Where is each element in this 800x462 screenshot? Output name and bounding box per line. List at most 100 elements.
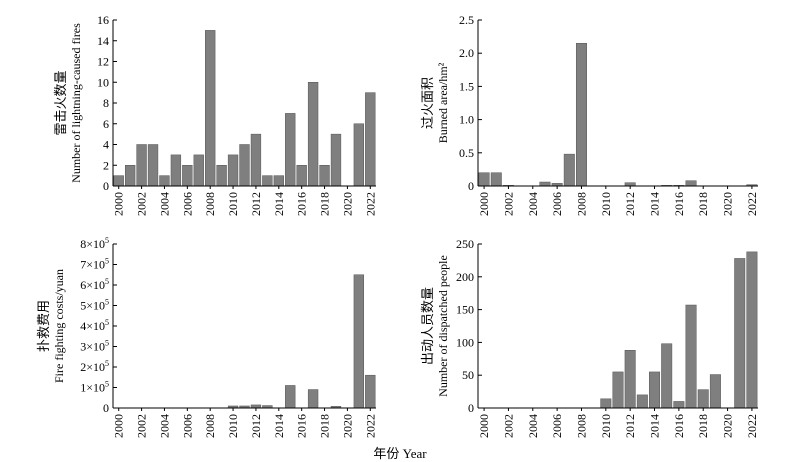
y-tick-label: 1.5 <box>459 79 474 93</box>
x-tick-label: 2012 <box>623 414 637 438</box>
bar-2007 <box>193 154 204 187</box>
x-tick-label: 2008 <box>203 192 217 216</box>
y-tick-label: 8 <box>103 96 109 110</box>
bar-2013 <box>636 394 648 409</box>
bar-2010 <box>227 154 239 187</box>
bar-2005 <box>539 181 551 187</box>
bar-2018 <box>697 389 709 409</box>
y-tick-label: 14 <box>97 34 109 48</box>
x-tick-label: 2006 <box>180 192 194 216</box>
x-tick-label: 2022 <box>745 192 759 216</box>
x-tick-label: 2016 <box>672 192 686 216</box>
x-tick-label: 2006 <box>550 192 564 216</box>
y-axis-title-en: Number of lightning-caused fires <box>69 23 83 183</box>
y-axis-title-cn: 雷击火数量 <box>54 70 69 135</box>
bar-2021 <box>353 123 365 187</box>
y-tick-label: 1×105 <box>80 380 109 395</box>
bar-2007 <box>563 153 575 187</box>
bar-2017 <box>307 389 319 409</box>
y-tick-label: 0 <box>103 401 109 415</box>
x-tick-label: 2020 <box>721 192 735 216</box>
x-tick-label: 2002 <box>135 414 149 438</box>
y-axis-title-en: Fire fighting costs/yuan <box>52 269 66 383</box>
bar-2001 <box>124 165 136 187</box>
y-tick-label: 5×105 <box>80 298 109 313</box>
x-tick-label: 2014 <box>648 414 662 438</box>
x-tick-label: 2000 <box>477 192 491 216</box>
bar-2019 <box>330 133 342 187</box>
bar-2011 <box>612 371 624 409</box>
y-tick-label: 4×105 <box>80 318 109 333</box>
bar-2021 <box>734 258 746 409</box>
x-tick-label: 2022 <box>363 192 377 216</box>
x-tick-label: 2014 <box>272 414 286 438</box>
bar-2013 <box>262 175 273 187</box>
bar-2009 <box>216 165 227 187</box>
y-tick-label: 150 <box>456 303 474 317</box>
x-axis-caption: 年份 Year <box>373 446 427 461</box>
x-tick-label: 2002 <box>501 414 515 438</box>
y-tick-label: 4 <box>103 138 109 152</box>
y-tick-label: 100 <box>456 335 474 349</box>
x-tick-label: 2008 <box>203 414 217 438</box>
y-tick-label: 50 <box>462 368 474 382</box>
y-tick-label: 2 <box>103 158 109 172</box>
bar-2021 <box>353 274 365 409</box>
bar-2017 <box>685 304 697 409</box>
x-tick-label: 2018 <box>696 192 710 216</box>
bar-2015 <box>285 385 296 409</box>
bar-2001 <box>490 172 502 187</box>
y-tick-label: 2.0 <box>459 46 474 60</box>
bar-2017 <box>307 82 319 187</box>
y-tick-label: 12 <box>97 55 109 69</box>
y-tick-label: 7×105 <box>80 257 109 272</box>
y-tick-label: 3×105 <box>80 339 109 354</box>
y-axis-title-en: Number of dispatched people <box>436 255 450 397</box>
bar-2012 <box>624 350 636 409</box>
chart-panel-4: 0 50 100 150 200 250 2000 2002 2004 2006 2008 2010 2… <box>421 237 759 438</box>
x-tick-label: 2016 <box>672 414 686 438</box>
y-tick-label: 1.0 <box>459 113 474 127</box>
x-tick-label: 2004 <box>157 414 171 438</box>
x-tick-label: 2000 <box>112 414 126 438</box>
x-tick-label: 2004 <box>157 192 171 216</box>
x-tick-label: 2020 <box>721 414 735 438</box>
x-tick-label: 2012 <box>249 192 263 216</box>
x-tick-label: 2018 <box>318 192 332 216</box>
bar-2012 <box>250 133 262 187</box>
bar-2016 <box>673 401 685 409</box>
x-tick-label: 2000 <box>112 192 126 216</box>
bar-2010 <box>600 398 612 409</box>
x-tick-label: 2004 <box>526 414 540 438</box>
y-tick-label: 250 <box>456 237 474 251</box>
bar-2015 <box>661 343 673 409</box>
y-tick-label: 16 <box>97 13 109 27</box>
bar-2016 <box>296 165 307 187</box>
x-tick-label: 2008 <box>574 192 588 216</box>
y-tick-label: 2×105 <box>80 359 109 374</box>
y-tick-label: 0.5 <box>459 146 474 160</box>
x-tick-label: 2000 <box>477 414 491 438</box>
y-tick-label: 8×105 <box>80 236 109 251</box>
x-tick-label: 2022 <box>363 414 377 438</box>
y-tick-label: 0 <box>468 179 474 193</box>
bar-2005 <box>170 154 182 187</box>
bar-2000 <box>478 172 490 187</box>
x-tick-label: 2002 <box>501 192 515 216</box>
y-tick-label: 2.5 <box>459 13 474 27</box>
x-tick-label: 2008 <box>574 414 588 438</box>
x-tick-label: 2022 <box>745 414 759 438</box>
x-tick-label: 2014 <box>272 192 286 216</box>
y-axis-title-cn: 出动人员数量 <box>421 287 436 365</box>
x-tick-label: 2014 <box>648 192 662 216</box>
y-tick-label: 0 <box>468 401 474 415</box>
y-tick-label: 0 <box>103 179 109 193</box>
x-tick-label: 2016 <box>295 414 309 438</box>
x-tick-label: 2002 <box>135 192 149 216</box>
chart-panel-3: 0 1×105 2×105 3×105 4×105 5×105 6×105 7×105 8×10… <box>36 236 377 438</box>
y-axis-title-cn: 扑救费用 <box>36 300 52 352</box>
chart-panel-1: 0 2 4 6 8 10 12 14 16 2000 2002 2004 2006 2008 2010 201… <box>54 13 377 216</box>
bar-2000 <box>113 175 124 187</box>
x-tick-label: 2010 <box>226 414 240 438</box>
